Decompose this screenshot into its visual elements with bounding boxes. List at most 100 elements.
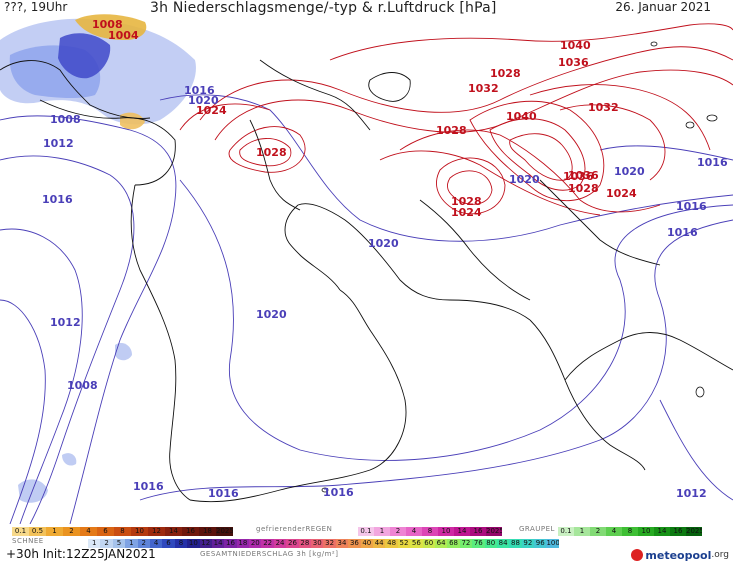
legend-swatch: 4 [406, 527, 422, 536]
legend-swatch: 12 [199, 539, 212, 548]
legend-swatch: 68 [447, 539, 460, 548]
legend-swatch: 16 [224, 539, 237, 548]
legend-swatch: 14 [165, 527, 182, 536]
legend-swatch: 1 [88, 539, 101, 548]
freezing-rain-label: gefrierenderREGEN [256, 525, 333, 533]
isobar-label: 1012 [50, 316, 81, 329]
legend-swatch: 88 [509, 539, 522, 548]
isobar-label: 1016 [667, 226, 698, 239]
logo-ext: .org [711, 550, 729, 560]
isobar-label: 1028 [256, 146, 287, 159]
isobar-label: 1028 [436, 124, 467, 137]
legend-swatch: 2025+ [216, 527, 233, 536]
total-precip-label: GESAMTNIEDERSCHLAG 3h [kg/m²] [200, 550, 339, 558]
legend-swatch: 4 [80, 527, 97, 536]
isobar-label: 1028 [490, 67, 521, 80]
isobar-label: 1008 [67, 379, 98, 392]
map-title: 3h Niederschlagsmenge/-typ & r.Luftdruck… [150, 0, 497, 16]
legend-swatch: 72 [459, 539, 473, 548]
legend-swatch: 10 [131, 527, 148, 536]
legend-swatch: 100 [546, 539, 559, 548]
isobar-label: 1040 [506, 110, 537, 123]
isobar-label: 1016 [42, 193, 73, 206]
isobar-label: 1020 [509, 173, 540, 186]
map-date: 26. Januar 2021 [615, 0, 711, 14]
isobar-label: 1016 [208, 487, 239, 500]
isobar-label: 1028 [451, 195, 482, 208]
isobar-label: 1008 [92, 18, 123, 31]
legend-swatch: 1 [46, 527, 63, 536]
legend-swatch: 14 [211, 539, 225, 548]
legend-swatch: 84 [496, 539, 510, 548]
legend-swatch: 92 [521, 539, 535, 548]
legend-swatch: 12 [148, 527, 165, 536]
legend-swatch: 14 [654, 527, 670, 536]
legend-swatch: 16 [182, 527, 199, 536]
isobar-label: 1020 [256, 308, 287, 321]
legend-swatch: 14 [454, 527, 470, 536]
low-isobar-labels: 1016 1020 1008 1012 1016 1012 1008 1020 … [42, 84, 728, 500]
legend-swatch: 2 [100, 539, 113, 548]
legend-swatch: 64 [434, 539, 448, 548]
valid-time: ???, 19Uhr [4, 0, 68, 14]
total-precip-scale: 1 2 5 1 2 4 6 8 10 12 14 16 18 20 22 24 26 28 30 32 34 36 40 44… [88, 539, 559, 548]
legend-swatch: 2 [590, 527, 606, 536]
legend-swatch: 16 [670, 527, 686, 536]
legend-swatch: 1 [374, 527, 390, 536]
isobar-label: 1012 [676, 487, 707, 500]
legend-swatch: 26 [286, 539, 299, 548]
legend-swatch: 24 [273, 539, 287, 548]
legend-swatch: 52 [397, 539, 411, 548]
legend-swatch: 36 [348, 539, 361, 548]
isobar-label: 1040 [560, 39, 591, 52]
legend-swatch: 10 [438, 527, 454, 536]
isobar-label: 1024 [606, 187, 637, 200]
legend-swatch: 30 [311, 539, 324, 548]
isobar-label: 1020 [188, 94, 219, 107]
legend-swatch: 10 [187, 539, 200, 548]
isobar-label: 1016 [323, 486, 354, 499]
isobar-label: 1016 [676, 200, 707, 213]
legend-swatch: 20 [249, 539, 262, 548]
graupel-label: GRAUPEL [519, 525, 555, 533]
snow-label: SCHNEE [12, 537, 44, 545]
legend-swatch: 0.1 [558, 527, 574, 536]
legend-swatch: 4 [149, 539, 163, 548]
legend-swatch: 6 [97, 527, 114, 536]
logo-text: meteopool [645, 548, 712, 562]
legend-swatch: 2 [137, 539, 150, 548]
pressure-map: 1008 1004 1024 1028 1028 1028 1024 1040 … [0, 14, 733, 524]
precipitation-layer [0, 14, 196, 503]
isobar-label: 1012 [43, 137, 74, 150]
isobar-label: 1032 [468, 82, 499, 95]
isobar-label: 1004 [108, 29, 139, 42]
legend-swatch: 2025+ [486, 527, 502, 536]
map-header: ???, 19Uhr 3h Niederschlagsmenge/-typ & … [0, 0, 733, 20]
isobar-label: 1032 [588, 101, 619, 114]
coastlines [0, 59, 733, 503]
isobar-label: 1028 [568, 182, 599, 195]
legend-swatch: 2025+ [686, 527, 702, 536]
legend-swatch: 1 [125, 539, 138, 548]
legend-swatch: 2 [390, 527, 406, 536]
islands [321, 41, 718, 493]
legend-swatch: 1 [574, 527, 590, 536]
legend-swatch: 16 [470, 527, 486, 536]
legend-swatch: 6 [162, 539, 175, 548]
legend-swatch: 0.5 [29, 527, 46, 536]
legend-swatch: 56 [410, 539, 423, 548]
meteopool-logo[interactable]: meteopool .org [631, 548, 729, 562]
legend-swatch: 10 [638, 527, 654, 536]
low-isobars [0, 94, 733, 524]
isobar-label: 1016 [133, 480, 164, 493]
isobar-label: 1024 [451, 206, 482, 219]
legend-swatch: 2 [63, 527, 80, 536]
legend-swatch: 28 [298, 539, 312, 548]
logo-icon [631, 549, 644, 561]
isobar-label: 1020 [368, 237, 399, 250]
